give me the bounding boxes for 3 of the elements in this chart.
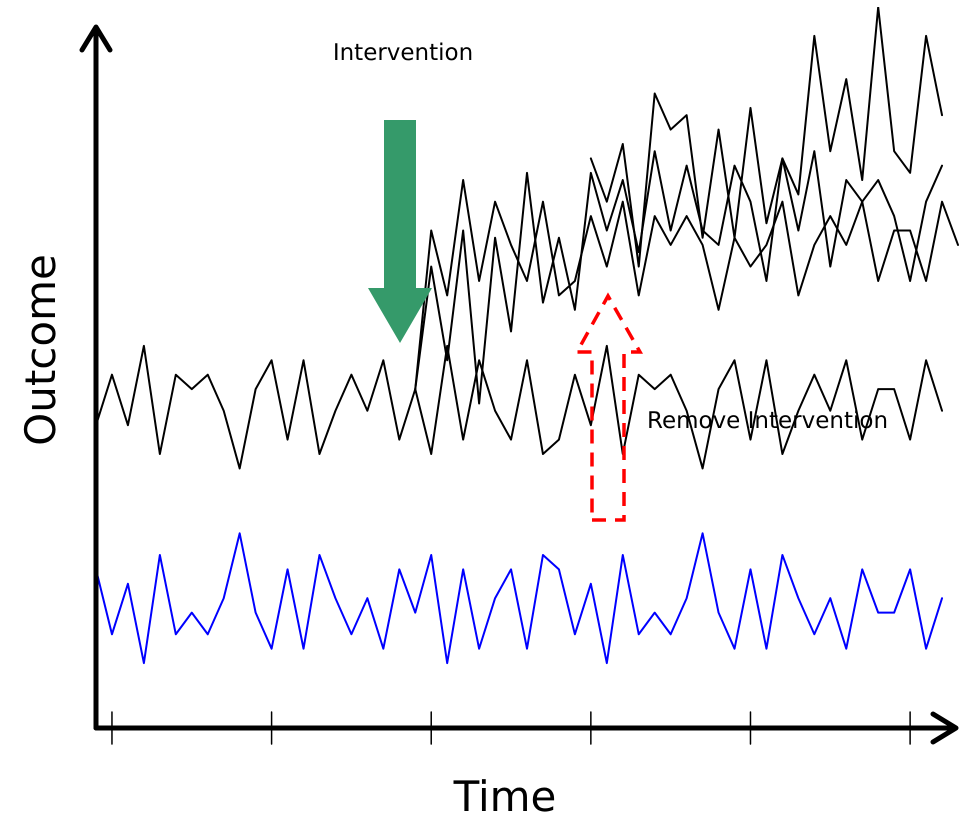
- x-axis-title: Time: [452, 772, 556, 821]
- y-axis-title: Outcome: [16, 254, 65, 446]
- annotation: Intervention: [332, 40, 474, 66]
